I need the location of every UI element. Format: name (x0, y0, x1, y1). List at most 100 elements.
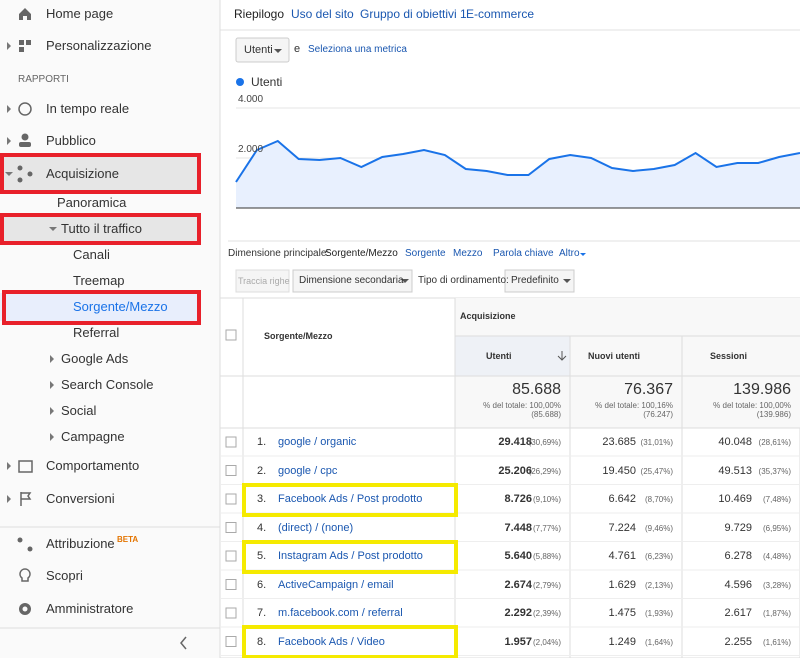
row-index: 7. (257, 607, 267, 619)
dropdown-caret (563, 279, 571, 283)
dropdown[interactable] (292, 269, 413, 293)
nav-item[interactable]: Acquisizione (46, 166, 119, 181)
checkbox[interactable] (225, 579, 237, 590)
cell-value: 7.224 (608, 521, 636, 534)
nav-item[interactable]: Comportamento (46, 458, 140, 473)
row-index: 2. (257, 464, 267, 477)
nav-item[interactable]: Personalizzazione (46, 38, 152, 53)
nav-item[interactable]: Campagne (61, 429, 125, 444)
source-link[interactable]: google / organic (278, 436, 357, 448)
checkbox[interactable] (225, 607, 237, 619)
nav-item[interactable]: Google Ads (61, 351, 129, 366)
total-value: 139.986 (733, 381, 791, 398)
checkbox[interactable] (225, 493, 237, 505)
chart (235, 107, 800, 209)
icon (17, 537, 23, 543)
row-index: 6. (257, 578, 267, 591)
icon (18, 460, 33, 473)
cell-value: 25.206 (498, 464, 532, 477)
source-link[interactable]: Facebook Ads / Video (278, 635, 385, 648)
sort-icon[interactable] (557, 351, 567, 361)
nav-item[interactable]: Search Console (61, 377, 154, 392)
icon (21, 133, 29, 141)
cell-share: (2,13%) (644, 580, 673, 590)
row-index: 4. (257, 521, 267, 534)
cell-value: 2.674 (504, 578, 532, 591)
dropdown-label[interactable]: Predefinito (511, 275, 559, 286)
sidebar-bg (0, 0, 220, 658)
column-header[interactable]: Nuovi utenti (588, 351, 640, 361)
tab[interactable]: Gruppo di obiettivi 1 (360, 7, 467, 21)
dropdown-caret (274, 49, 282, 53)
dropdown-label[interactable]: Dimensione secondaria (299, 275, 404, 286)
checkbox[interactable] (225, 522, 237, 533)
cell-share: (31,01%) (640, 438, 673, 447)
source-link[interactable]: (direct) / (none) (278, 521, 354, 534)
nav-item[interactable]: Social (61, 403, 97, 418)
tab[interactable]: Riepilogo (234, 7, 285, 21)
source-link[interactable]: google / cpc (278, 464, 338, 477)
cell-share: (7,77%) (532, 523, 561, 533)
nav-item[interactable]: Amministratore (46, 601, 134, 616)
source-link[interactable]: Facebook Ads / Post prodotto (278, 493, 423, 505)
column-header[interactable]: Utenti (486, 351, 512, 361)
nav-item[interactable]: Conversioni (46, 491, 115, 506)
tab[interactable]: Uso del sito (291, 7, 354, 21)
source-link[interactable]: m.facebook.com / referral (278, 607, 403, 619)
source-link[interactable]: Instagram Ads / Post prodotto (278, 550, 423, 562)
cell-share: (7,48%) (762, 495, 791, 504)
nav-item[interactable]: Panoramica (57, 195, 127, 210)
cell-share: (2,79%) (532, 580, 561, 590)
nav-item[interactable]: Home page (46, 6, 114, 21)
nav-item[interactable]: Canali (73, 247, 110, 262)
checkbox[interactable] (225, 465, 237, 476)
collapse-icon[interactable] (180, 636, 187, 650)
cell-value: 10.469 (718, 493, 752, 505)
button-label: Traccia righe (238, 276, 290, 286)
cell-value: 7.448 (504, 521, 532, 534)
nav-item[interactable]: Referral (73, 325, 120, 340)
cell-share: (9,46%) (644, 523, 673, 533)
legend-label: Utenti (251, 75, 283, 89)
cell-share: (2,39%) (532, 609, 561, 618)
nav-item[interactable]: Pubblico (46, 133, 96, 148)
checkbox[interactable] (225, 329, 237, 341)
cell-share: (1,93%) (644, 609, 673, 618)
checkbox[interactable] (225, 550, 237, 562)
tab[interactable]: E-commerce (466, 7, 535, 21)
nav-item[interactable]: Tutto il traffico (61, 221, 142, 236)
dimension-active: Sorgente/Mezzo (325, 248, 398, 259)
nav-item[interactable]: Attribuzione (46, 536, 115, 551)
nav-item[interactable]: Scopri (46, 568, 83, 583)
nav-item[interactable]: Sorgente/Mezzo (73, 299, 168, 314)
column-header[interactable]: Sessioni (710, 351, 748, 361)
cell-share: (35,37%) (758, 466, 791, 476)
icon (27, 171, 33, 177)
row-index: 3. (257, 493, 267, 505)
joiner: e (294, 43, 301, 55)
metric-select[interactable] (235, 37, 290, 63)
cell-share: (9,10%) (532, 495, 561, 504)
checkbox[interactable] (225, 636, 237, 647)
button (235, 269, 290, 293)
cell-value: 19.450 (602, 464, 636, 477)
metric-link[interactable]: Seleziona una metrica (308, 44, 407, 55)
cell-value: 9.729 (724, 521, 752, 534)
icon (17, 177, 23, 183)
cell-share: (26,29%) (528, 466, 561, 476)
cell-value: 4.761 (608, 550, 636, 562)
cell-value: 1.475 (608, 607, 636, 619)
dimension-option[interactable]: Sorgente (405, 248, 446, 259)
nav-item[interactable]: Treemap (73, 273, 125, 288)
dimension-option[interactable]: Altro (559, 248, 580, 259)
cell-share: (6,23%) (644, 552, 673, 561)
dimension-option[interactable]: Parola chiave (493, 248, 554, 259)
source-link[interactable]: ActiveCampaign / email (278, 578, 394, 591)
cell-share: (28,61%) (758, 438, 791, 447)
dropdown[interactable] (504, 269, 575, 293)
checkbox[interactable] (225, 436, 237, 448)
nav-item[interactable]: In tempo reale (46, 101, 130, 116)
dimension-option[interactable]: Mezzo (453, 248, 483, 259)
total-share: % del totale: 100,00% (713, 401, 791, 410)
